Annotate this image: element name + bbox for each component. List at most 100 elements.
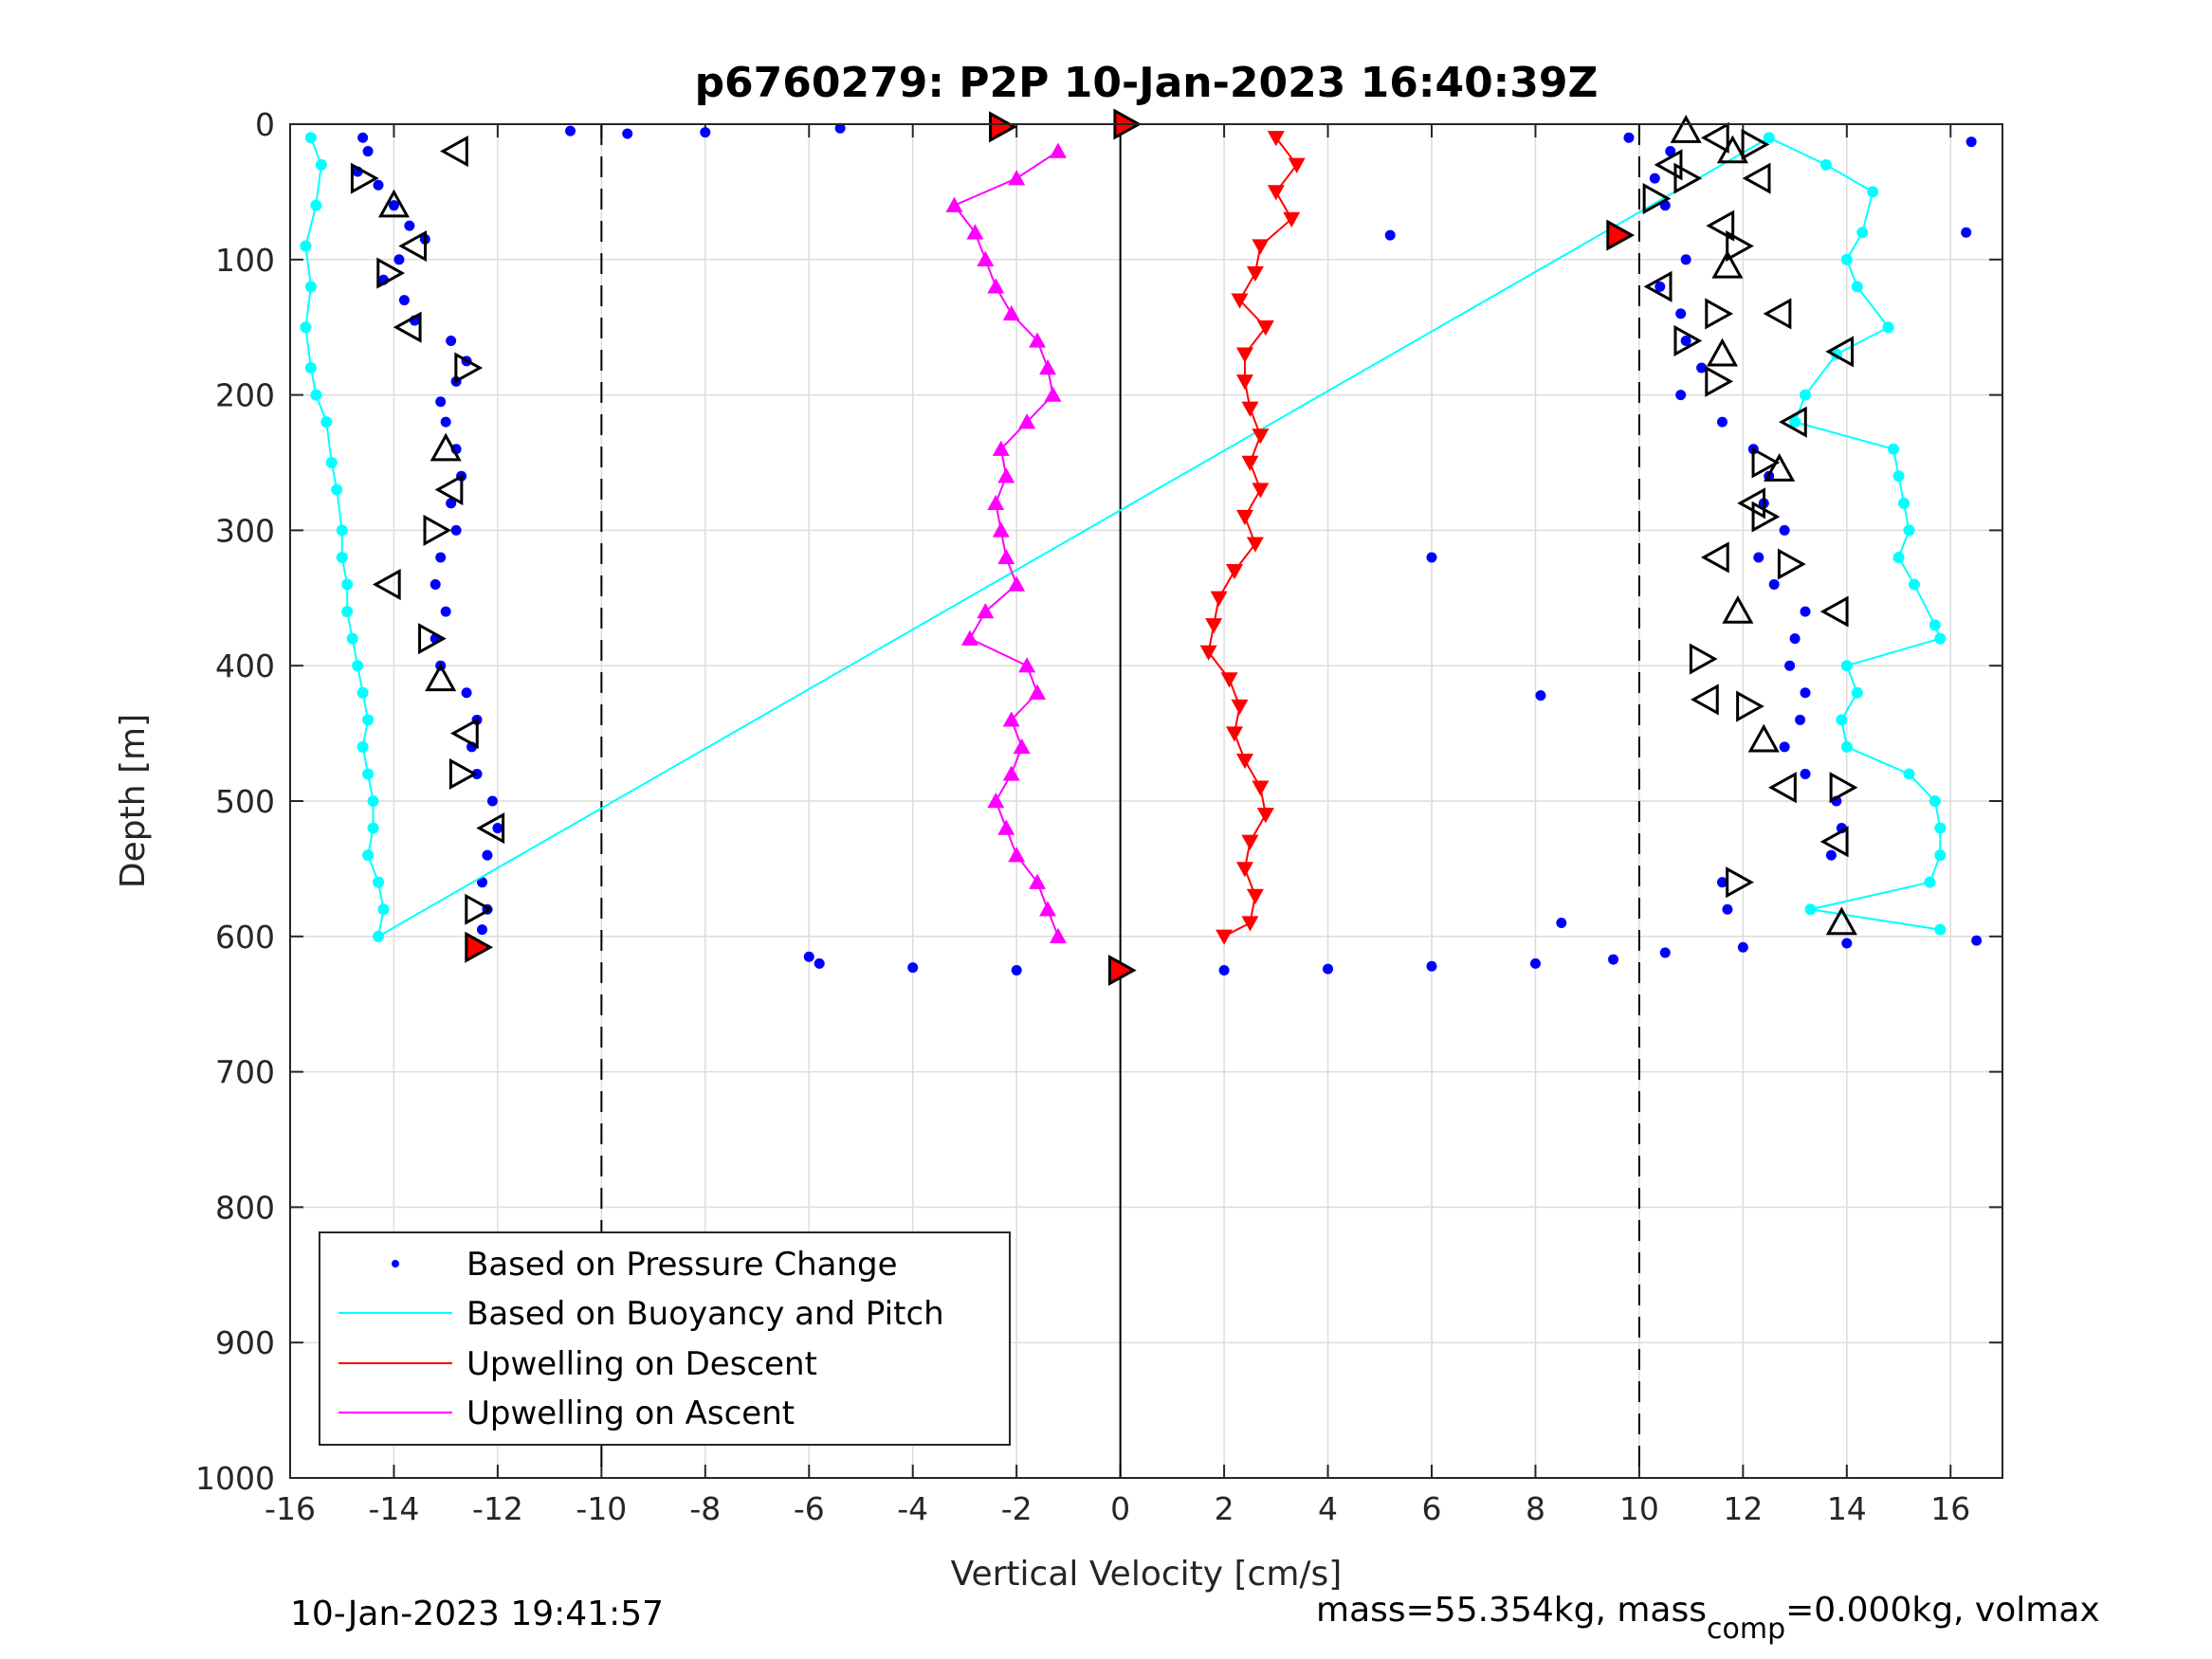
buoyancy-point	[362, 714, 375, 726]
buoyancy-point	[304, 362, 317, 374]
turn-point	[1700, 121, 1729, 154]
pressure-point	[476, 877, 487, 888]
buoyancy-point	[377, 903, 390, 916]
ascent-point	[1008, 847, 1026, 863]
descent-point	[1235, 509, 1253, 526]
ascent-point	[997, 819, 1015, 835]
turn-point	[1779, 406, 1807, 438]
ascent-point	[1002, 765, 1020, 781]
turn-point	[1825, 906, 1857, 936]
ascent-point	[977, 603, 995, 619]
turn-point	[1716, 135, 1748, 164]
turn-point	[377, 189, 411, 218]
pressure-point	[357, 132, 369, 143]
buoyancy-point	[1934, 632, 1947, 645]
x-tick-label: -10	[576, 1490, 627, 1527]
footer-mass-prefix: mass=55.354kg, mass	[1316, 1591, 1707, 1630]
buoyancy-point	[304, 281, 317, 293]
y-tick-label: 800	[215, 1189, 275, 1226]
buoyancy-point	[367, 822, 379, 834]
pressure-point	[1665, 146, 1676, 157]
pressure-point	[388, 200, 399, 211]
descent-point	[1256, 320, 1274, 337]
series-1	[300, 132, 1947, 942]
descent-point	[1235, 374, 1253, 391]
turn-point	[434, 474, 464, 506]
turn-point	[1673, 324, 1703, 357]
descent-point	[1241, 916, 1259, 932]
buoyancy-point	[1882, 321, 1894, 334]
y-tick-label: 400	[215, 647, 275, 684]
buoyancy-point	[300, 240, 312, 252]
buoyancy-point	[1763, 132, 1775, 144]
y-tick-label: 500	[215, 783, 275, 820]
turn-point	[1706, 210, 1735, 242]
endpoint-marker	[1606, 219, 1636, 251]
y-tick-label: 900	[215, 1324, 275, 1361]
x-tick-label: 16	[1930, 1490, 1970, 1527]
pressure-point	[1961, 227, 1972, 238]
pressure-point	[1608, 954, 1619, 965]
x-tick-label: 8	[1526, 1490, 1545, 1527]
pressure-point	[1784, 660, 1796, 671]
y-tick-label: 0	[255, 106, 275, 143]
turn-point	[1670, 115, 1702, 143]
pressure-point	[1768, 579, 1780, 591]
pressure-point	[1675, 390, 1687, 401]
pressure-point	[1779, 524, 1790, 536]
pressure-point	[834, 122, 846, 134]
x-tick-label: -6	[794, 1490, 825, 1527]
pressure-point	[1971, 935, 1983, 946]
buoyancy-point	[1892, 551, 1905, 563]
ascent-point	[987, 494, 1005, 511]
descent-point	[1226, 726, 1244, 742]
buoyancy-point	[362, 768, 375, 780]
pressure-point	[1800, 687, 1811, 699]
buoyancy-point	[356, 686, 369, 699]
footer-mass-subscript: comp	[1707, 1613, 1785, 1646]
descent-point	[1241, 401, 1259, 417]
buoyancy-point	[1903, 768, 1915, 780]
x-tick-label: 0	[1110, 1490, 1130, 1527]
turn-point	[393, 311, 422, 343]
buoyancy-point	[1789, 416, 1801, 428]
ascent-point	[1018, 657, 1036, 673]
pressure-point	[373, 179, 384, 191]
ascent-point	[987, 793, 1005, 809]
descent-point	[1235, 347, 1253, 363]
pressure-point	[1800, 606, 1811, 617]
turn-point	[454, 352, 484, 384]
ascent-point	[1049, 142, 1067, 158]
pressure-point	[1323, 963, 1334, 975]
pressure-point	[1737, 941, 1748, 953]
turn-point	[350, 162, 379, 194]
buoyancy-point	[373, 930, 385, 942]
turn-point	[418, 623, 447, 655]
turn-point	[1726, 866, 1754, 899]
x-tick-label: 2	[1215, 1490, 1234, 1527]
ascent-point	[977, 250, 995, 266]
descent-point	[1205, 618, 1223, 634]
turn-point	[1819, 826, 1849, 858]
pressure-point	[446, 498, 457, 509]
turn-point	[1705, 365, 1734, 397]
buoyancy-point	[1924, 876, 1936, 888]
buoyancy-point	[373, 876, 385, 888]
turn-point	[1736, 690, 1764, 722]
legend-label-descent: Upwelling on Descent	[466, 1345, 817, 1383]
turn-point	[1726, 229, 1754, 263]
legend-label-pressure: Based on Pressure Change	[466, 1246, 898, 1284]
descent-point	[1267, 131, 1285, 147]
series-4	[350, 115, 1858, 936]
pressure-point	[1680, 335, 1691, 346]
ascent-point	[992, 521, 1010, 538]
buoyancy-point	[325, 457, 338, 468]
y-tick-label: 700	[215, 1054, 275, 1091]
buoyancy-point	[1800, 389, 1812, 401]
ascent-point	[1002, 711, 1020, 727]
plot-frame	[289, 123, 2003, 1479]
footer-mass-suffix: =0.000kg, volmax	[1785, 1591, 2100, 1630]
pressure-point	[450, 524, 462, 536]
turn-point	[1751, 501, 1781, 533]
pressure-point	[461, 687, 472, 699]
